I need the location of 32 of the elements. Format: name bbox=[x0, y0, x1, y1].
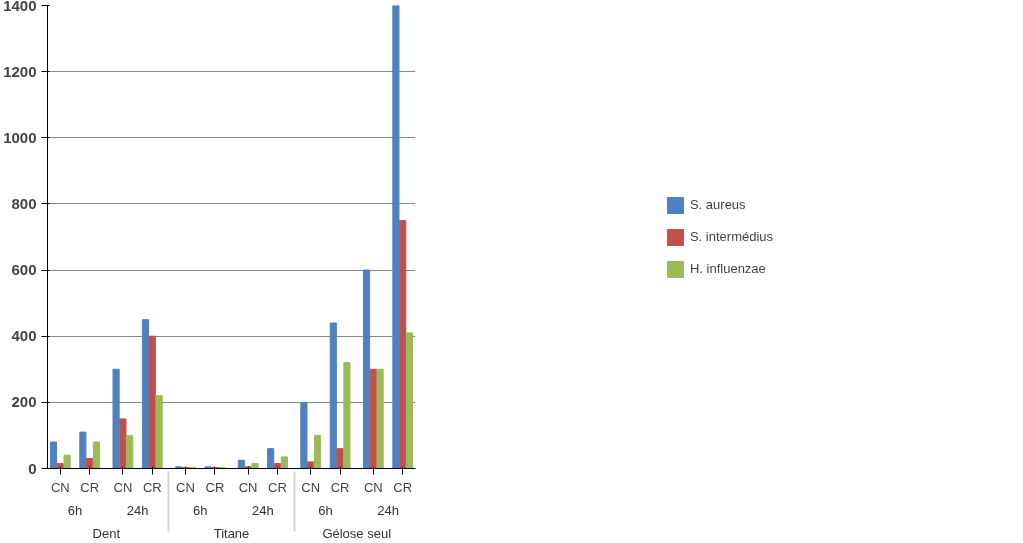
x-tick-label: CR bbox=[330, 479, 350, 495]
x-tick-label: CR bbox=[393, 479, 413, 495]
y-tick-label: 400 bbox=[11, 327, 37, 345]
legend-label: S. aureus bbox=[689, 197, 746, 212]
x-tick-label: CN bbox=[176, 479, 195, 495]
x-tick-label: CN bbox=[238, 479, 258, 495]
x-tick-label: CR bbox=[80, 479, 100, 495]
x-tick-label: CN bbox=[363, 479, 383, 495]
y-tick-label: 200 bbox=[11, 393, 37, 411]
x-tick-label: CR bbox=[205, 479, 225, 495]
x-tick-label: CN bbox=[301, 479, 321, 495]
text: 6h bbox=[67, 502, 83, 518]
x-tick-label: CN bbox=[113, 479, 133, 495]
text: 24h bbox=[377, 502, 399, 518]
text: Gélose seul bbox=[322, 525, 392, 541]
legend-label: S. intermédius bbox=[689, 229, 774, 244]
x-tick-label: CR bbox=[142, 479, 162, 495]
y-tick-label: 600 bbox=[11, 261, 37, 279]
text: Dent bbox=[92, 525, 121, 541]
y-tick-label: 1200 bbox=[3, 62, 37, 80]
text: 6h bbox=[318, 502, 333, 518]
text: 24h bbox=[126, 502, 149, 518]
text: 6h bbox=[192, 502, 208, 518]
y-tick-label: 1000 bbox=[3, 128, 37, 146]
x-tick-label: CN bbox=[50, 479, 70, 495]
y-tick-label: 800 bbox=[11, 194, 37, 212]
y-tick-label: 0 bbox=[28, 459, 37, 477]
y-tick-label: 1400 bbox=[3, 0, 37, 14]
text: Titane bbox=[213, 525, 250, 541]
text: 24h bbox=[251, 502, 274, 518]
legend-label: H. influenzae bbox=[689, 261, 766, 276]
x-tick-label: CR bbox=[268, 479, 287, 495]
